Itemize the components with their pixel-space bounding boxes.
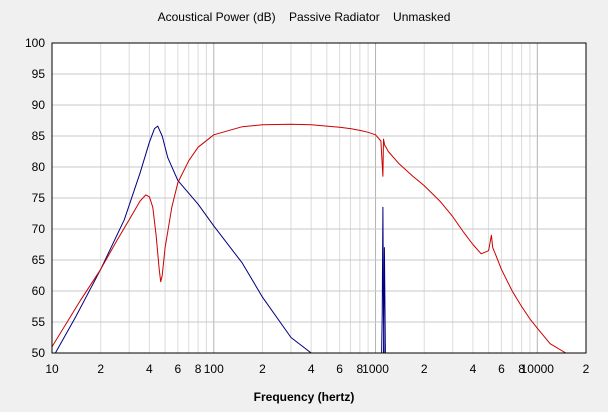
x-tick-label: 4 [308, 362, 315, 376]
series-line-blue-segment [383, 247, 386, 353]
series-line-red [52, 123, 567, 353]
x-tick-label: 8 [518, 362, 525, 376]
x-tick-label: 8 [195, 362, 202, 376]
x-axis-label: Frequency (hertz) [253, 390, 355, 404]
x-tick-label: 6 [498, 362, 505, 376]
y-tick-label: 60 [32, 284, 46, 298]
series-line-blue [54, 125, 327, 353]
x-tick-label: 8 [357, 362, 364, 376]
x-tick-label: 2 [583, 362, 590, 376]
chart-title: Acoustical Power (dB) Passive Radiator U… [157, 10, 451, 24]
series-layer [52, 123, 567, 353]
x-tick-label: 1000 [362, 362, 389, 376]
y-tick-label: 80 [32, 160, 46, 174]
y-gridlines [52, 73, 586, 323]
y-tick-label: 90 [32, 98, 46, 112]
y-tick-label: 55 [32, 315, 46, 329]
y-tick-labels: 50 55 60 65 70 75 80 85 90 95 100 [25, 36, 45, 360]
y-tick-label: 100 [25, 36, 45, 50]
x-tick-label: 2 [97, 362, 104, 376]
y-tick-label: 50 [32, 346, 46, 360]
y-tick-label: 85 [32, 129, 46, 143]
plot-border [51, 42, 587, 354]
y-tick-label: 65 [32, 253, 46, 267]
x-tick-label: 10000 [521, 362, 555, 376]
x-tick-label: 6 [336, 362, 343, 376]
x-tick-label: 10 [45, 362, 59, 376]
x-tick-label: 4 [470, 362, 477, 376]
x-tick-label: 6 [175, 362, 182, 376]
x-tick-label: 2 [421, 362, 428, 376]
x-tick-label: 4 [146, 362, 153, 376]
y-tick-label: 70 [32, 222, 46, 236]
x-tick-label: 2 [259, 362, 266, 376]
y-tick-label: 95 [32, 67, 46, 81]
x-tick-label: 100 [204, 362, 224, 376]
y-tick-label: 75 [32, 191, 46, 205]
